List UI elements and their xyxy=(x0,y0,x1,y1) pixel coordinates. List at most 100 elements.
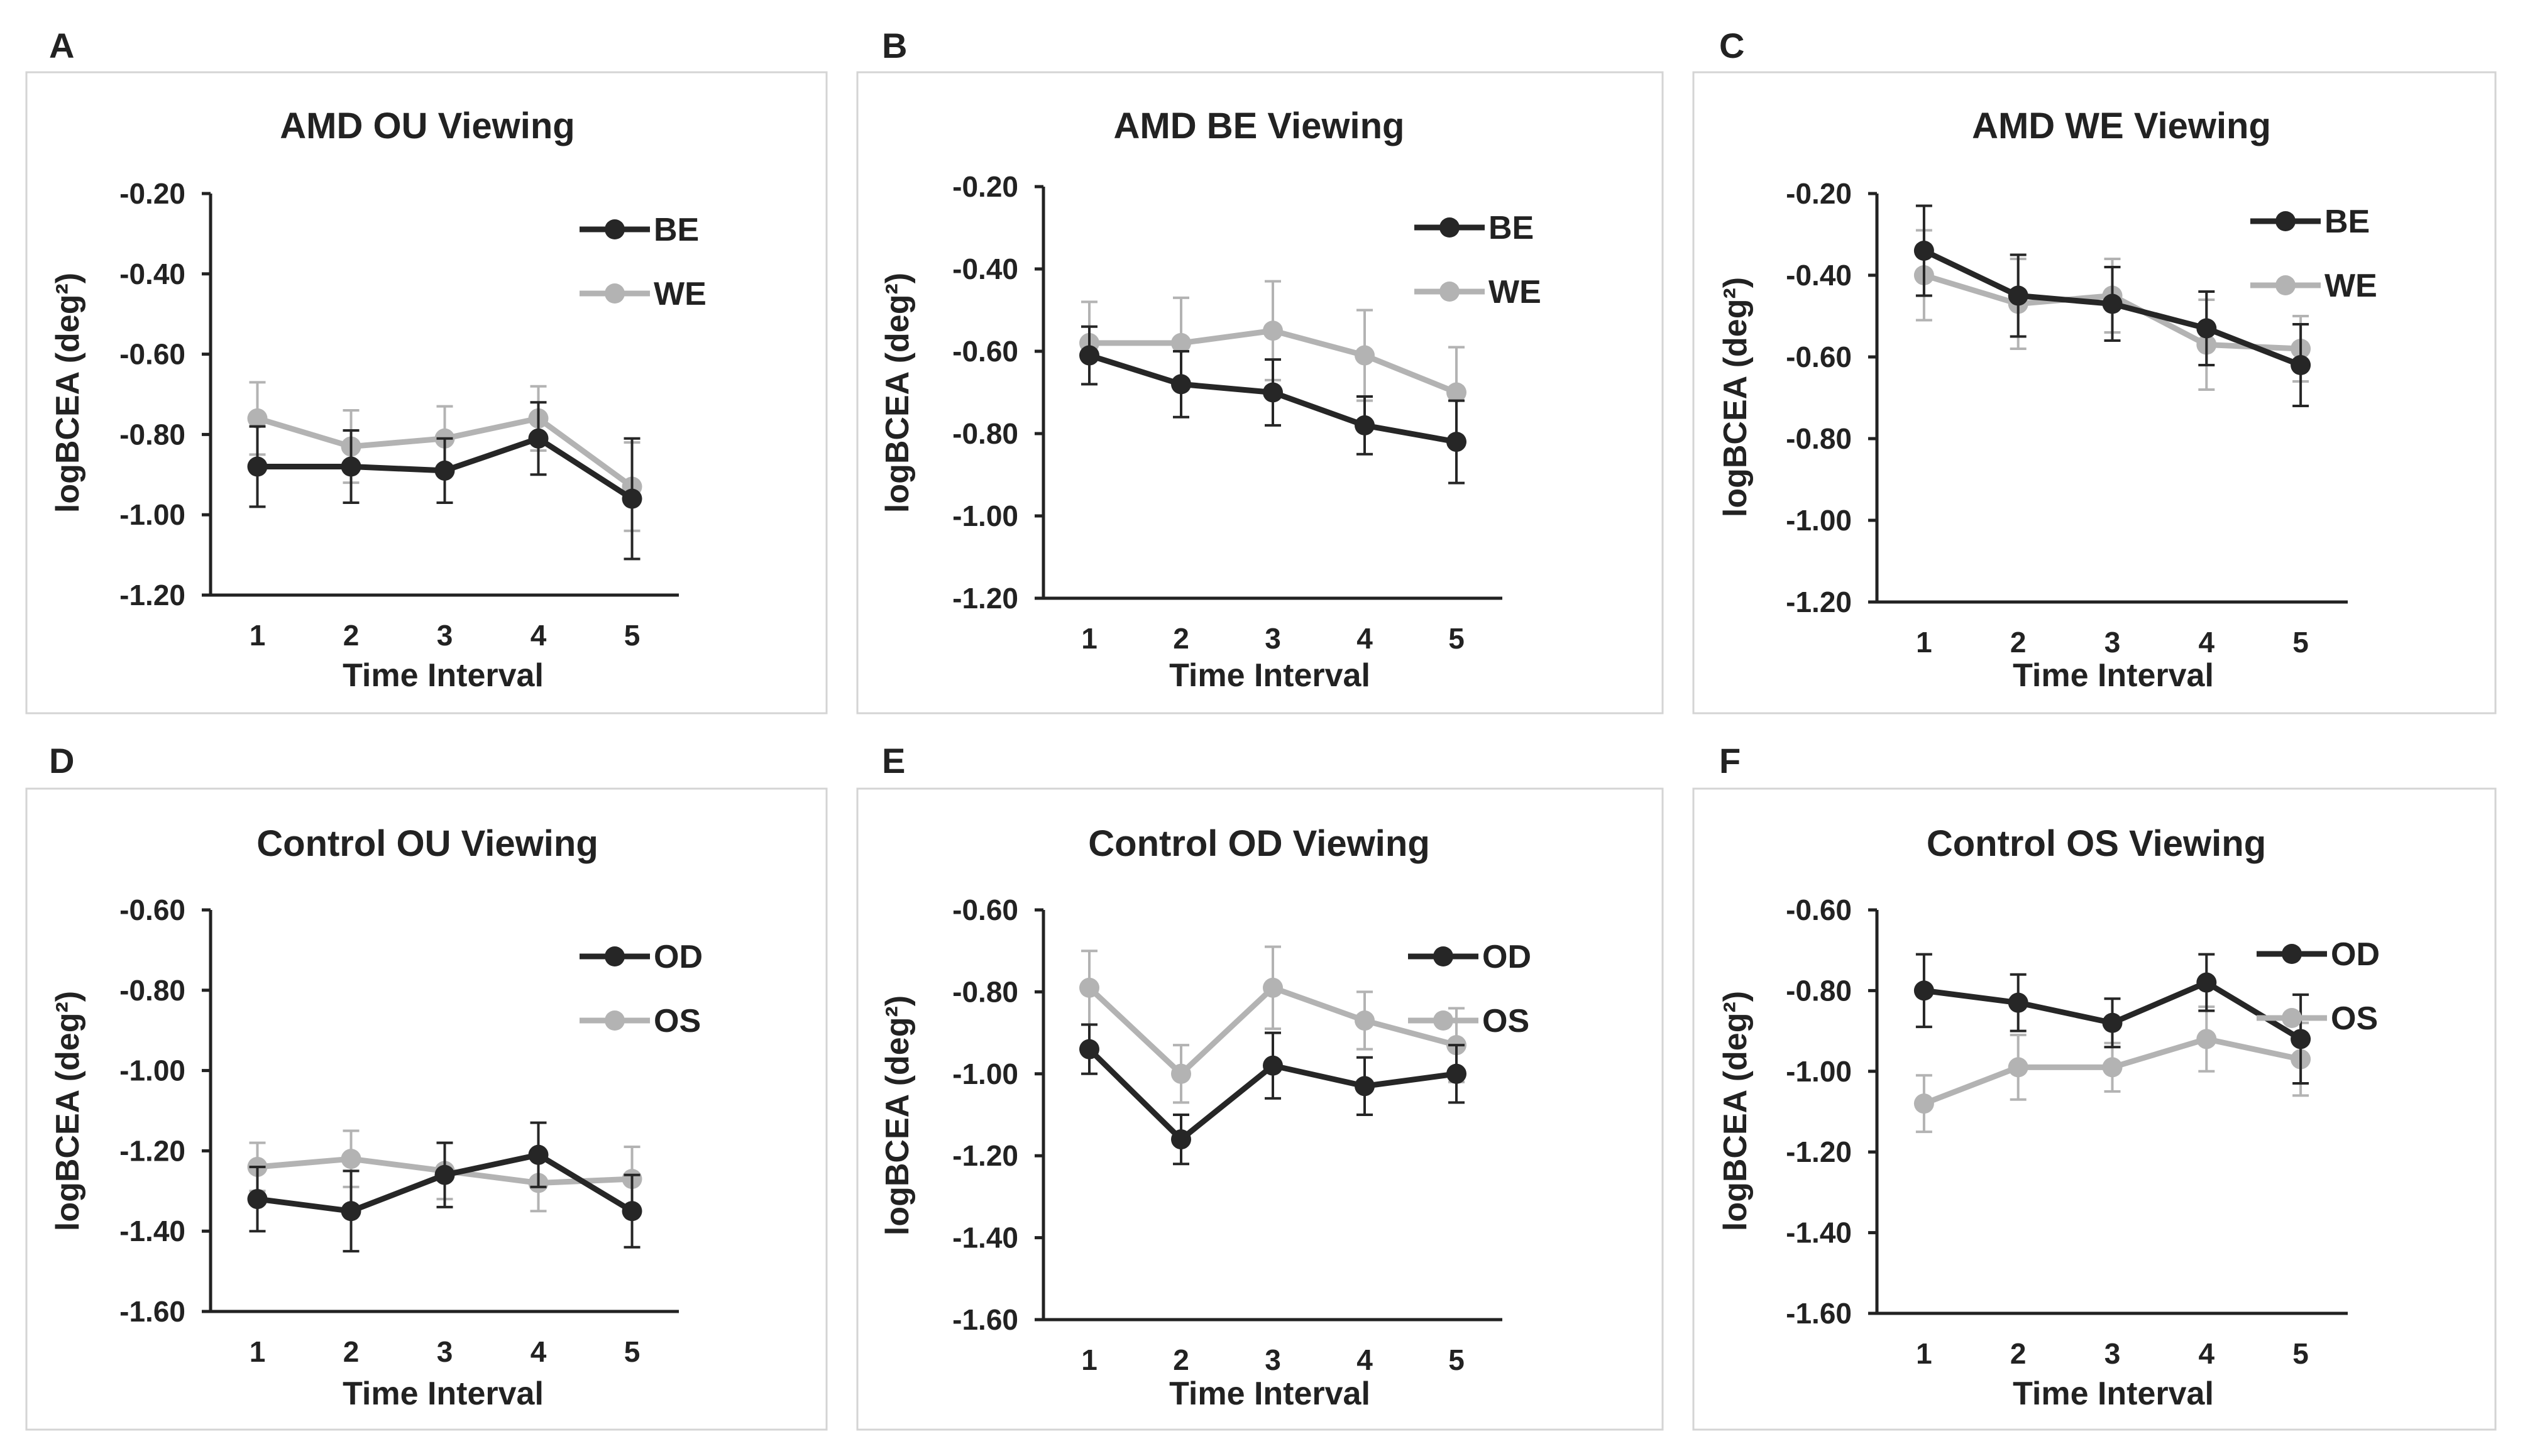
chart-panel-d: D Control OU Viewing -0.60 -0.80 -1.00 -1.20 -… xyxy=(25,741,828,1431)
data-point xyxy=(1355,1076,1375,1097)
x-tick-label: 2 xyxy=(2010,1337,2027,1370)
y-tick-label: -0.40 xyxy=(952,253,1018,285)
chart-title: AMD BE Viewing xyxy=(1114,106,1405,146)
legend-label: OS xyxy=(1482,1003,1529,1039)
data-point xyxy=(528,1144,549,1165)
panel-frame xyxy=(1692,71,2497,714)
data-point xyxy=(2102,1057,2123,1078)
legend-swatch-marker xyxy=(2282,1008,2302,1028)
x-tick-label: 3 xyxy=(2104,1337,2121,1370)
legend-swatch-marker xyxy=(605,1010,625,1031)
legend-entry-we: WE xyxy=(580,276,707,312)
legend-entry-od: OD xyxy=(580,939,703,975)
panel-frame xyxy=(25,71,828,714)
x-tick-label: 4 xyxy=(531,619,547,652)
legend-entry-od: OD xyxy=(1408,939,1531,975)
data-point xyxy=(1355,1010,1375,1031)
panel-frame xyxy=(856,787,1664,1431)
y-tick-label: -0.20 xyxy=(952,170,1018,203)
y-axis-label: logBCEA (deg²) xyxy=(1717,991,1754,1231)
legend-entry-we: WE xyxy=(2250,268,2377,304)
chart-title: Control OS Viewing xyxy=(1927,823,2266,864)
x-tick-label: 1 xyxy=(1081,622,1097,655)
chart-title: AMD OU Viewing xyxy=(280,106,575,146)
y-tick-label: -1.40 xyxy=(952,1222,1018,1254)
legend-entry-we: WE xyxy=(1414,274,1541,310)
y-tick-label: -1.20 xyxy=(1786,1136,1852,1168)
x-tick-label: 3 xyxy=(1265,1344,1281,1376)
legend-swatch-marker xyxy=(605,283,625,304)
series-od xyxy=(1913,953,2311,1085)
legend-swatch-marker xyxy=(2282,944,2302,964)
x-axis-label: Time Interval xyxy=(343,1376,544,1412)
y-tick-label: -0.60 xyxy=(119,338,185,371)
data-point xyxy=(1079,345,1099,366)
y-tick-label: -0.60 xyxy=(119,894,185,926)
legend-entry-os: OS xyxy=(2257,1000,2378,1037)
x-axis-label: Time Interval xyxy=(343,657,544,694)
data-point xyxy=(1913,1093,1934,1114)
data-point xyxy=(341,456,361,477)
series-od xyxy=(247,1121,642,1253)
data-point xyxy=(2008,285,2028,306)
legend-label: OS xyxy=(654,1003,701,1039)
data-point xyxy=(1171,1129,1191,1150)
legend-entry-be: BE xyxy=(580,212,699,248)
y-axis-label: logBCEA (deg²) xyxy=(879,273,916,513)
y-tick-label: -1.20 xyxy=(119,1134,185,1167)
legend-entry-os: OS xyxy=(1408,1003,1529,1039)
y-tick-label: -0.60 xyxy=(952,894,1018,926)
x-tick-label: 4 xyxy=(2199,1337,2215,1370)
legend-entry-od: OD xyxy=(2257,936,2380,973)
y-tick-label: -1.00 xyxy=(952,1058,1018,1090)
chart-panel-a: A AMD OU Viewing -0.20 -0.40 -0.60 -0.80 -1.00… xyxy=(25,26,828,714)
series-be xyxy=(1913,204,2311,407)
data-point xyxy=(341,1149,361,1169)
data-point xyxy=(1171,374,1191,395)
legend-label: OD xyxy=(654,939,703,975)
y-tick-label: -0.80 xyxy=(119,974,185,1007)
data-point xyxy=(1263,1055,1283,1076)
data-point xyxy=(2008,1057,2028,1078)
y-tick-label: -0.20 xyxy=(1786,177,1852,210)
data-point xyxy=(434,1164,455,1185)
y-tick-label: -1.20 xyxy=(1786,586,1852,618)
data-point xyxy=(2291,355,2311,375)
panel-letter: C xyxy=(1719,26,1744,65)
legend-swatch-marker xyxy=(605,946,625,966)
data-point xyxy=(622,488,642,509)
y-axis-label: logBCEA (deg²) xyxy=(879,995,916,1235)
x-tick-label: 3 xyxy=(437,619,453,652)
data-point xyxy=(1446,382,1466,403)
x-tick-label: 1 xyxy=(250,619,266,652)
legend-swatch-marker xyxy=(1439,282,1460,302)
data-point xyxy=(1913,980,1934,1001)
chart-title: AMD WE Viewing xyxy=(1972,106,2271,146)
data-point xyxy=(2008,992,2028,1013)
chart-panel-b: B AMD BE Viewing -0.20 -0.40 -0.60 -0.80 -1.00… xyxy=(856,26,1664,714)
legend-label: WE xyxy=(654,276,707,312)
panel-frame xyxy=(25,787,828,1431)
data-point xyxy=(2291,1029,2311,1049)
data-point xyxy=(1263,977,1283,998)
y-axis-label: logBCEA (deg²) xyxy=(50,991,86,1231)
legend-entry-be: BE xyxy=(1414,210,1534,246)
y-tick-label: -0.80 xyxy=(1786,974,1852,1007)
panel-letter: A xyxy=(49,26,74,65)
x-tick-label: 3 xyxy=(2104,626,2121,659)
data-point xyxy=(1355,345,1375,366)
x-tick-label: 1 xyxy=(1916,1337,1932,1370)
data-point xyxy=(1079,977,1099,998)
x-tick-label: 4 xyxy=(1356,1344,1373,1376)
x-tick-label: 4 xyxy=(2199,626,2215,659)
chart-panel-c: C AMD WE Viewing -0.20 -0.40 -0.60 -0.80 -1.00… xyxy=(1692,26,2497,714)
legend-label: BE xyxy=(2324,204,2370,240)
data-point xyxy=(2102,293,2123,314)
data-point xyxy=(2196,1029,2217,1049)
x-tick-label: 4 xyxy=(531,1335,547,1368)
x-axis-label: Time Interval xyxy=(1169,1376,1370,1412)
y-tick-label: -1.00 xyxy=(1786,1055,1852,1088)
series-be xyxy=(247,401,642,561)
data-point xyxy=(2196,972,2217,993)
